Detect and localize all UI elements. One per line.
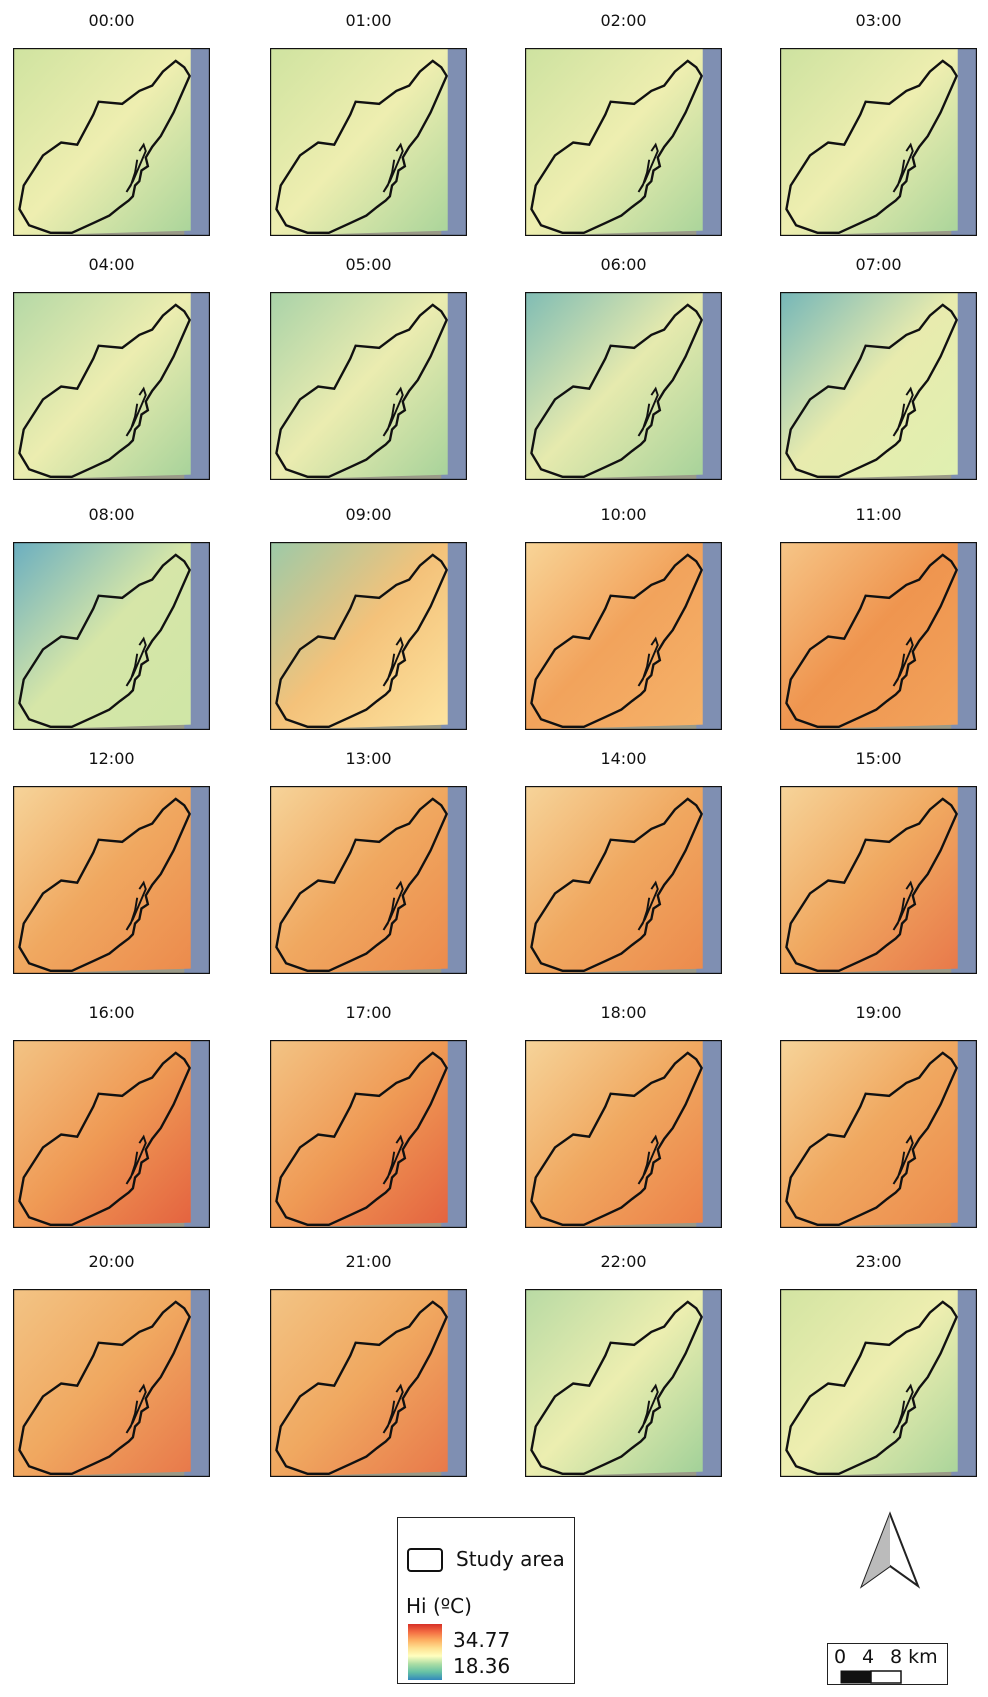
raster bbox=[525, 1289, 703, 1477]
map-panel bbox=[525, 542, 722, 730]
north-arrow bbox=[858, 1510, 922, 1590]
panel-label: 23:00 bbox=[780, 1252, 977, 1271]
panel-label: 12:00 bbox=[13, 749, 210, 768]
scale-graphic bbox=[840, 1670, 920, 1686]
scale-seg bbox=[841, 1671, 871, 1683]
panel-label: 09:00 bbox=[270, 505, 467, 524]
map-panel bbox=[13, 542, 210, 730]
raster bbox=[525, 542, 703, 730]
map-panel bbox=[780, 1289, 977, 1477]
ramp-bar bbox=[408, 1624, 442, 1680]
map-panel bbox=[780, 1040, 977, 1228]
panel-label: 07:00 bbox=[780, 255, 977, 274]
panel-label: 06:00 bbox=[525, 255, 722, 274]
map-panel bbox=[780, 48, 977, 236]
raster bbox=[270, 786, 448, 974]
panel-label: 08:00 bbox=[13, 505, 210, 524]
map-panel bbox=[780, 786, 977, 974]
panel-label: 03:00 bbox=[780, 11, 977, 30]
scale-seg bbox=[871, 1671, 901, 1683]
figure: Study area Hi (ºC) 34.77 18.36 0 4 8 km … bbox=[0, 0, 988, 1697]
raster bbox=[13, 1289, 191, 1477]
map-panel bbox=[270, 292, 467, 480]
raster bbox=[525, 1040, 703, 1228]
panel-label: 11:00 bbox=[780, 505, 977, 524]
raster bbox=[780, 1289, 958, 1477]
map-panel bbox=[270, 48, 467, 236]
panel-label: 05:00 bbox=[270, 255, 467, 274]
scale-tick: 0 bbox=[834, 1646, 846, 1668]
raster bbox=[780, 786, 958, 974]
map-panel bbox=[525, 48, 722, 236]
map-panel bbox=[13, 48, 210, 236]
legend-max: 34.77 bbox=[453, 1628, 510, 1652]
raster bbox=[270, 1289, 448, 1477]
map-panel bbox=[270, 1040, 467, 1228]
map-panel bbox=[780, 542, 977, 730]
raster bbox=[525, 292, 703, 480]
map-panel bbox=[525, 292, 722, 480]
raster bbox=[780, 292, 958, 480]
map-panel bbox=[780, 292, 977, 480]
map-panel bbox=[270, 1289, 467, 1477]
panel-label: 16:00 bbox=[13, 1003, 210, 1022]
map-panel bbox=[525, 1040, 722, 1228]
panel-label: 00:00 bbox=[13, 11, 210, 30]
panel-label: 18:00 bbox=[525, 1003, 722, 1022]
raster bbox=[13, 1040, 191, 1228]
scale-tick: 4 bbox=[862, 1646, 874, 1668]
panel-label: 04:00 bbox=[13, 255, 210, 274]
raster bbox=[525, 786, 703, 974]
scale-tick: 8 km bbox=[890, 1646, 938, 1668]
panel-label: 13:00 bbox=[270, 749, 467, 768]
outline-swatch bbox=[408, 1549, 442, 1571]
panel-label: 21:00 bbox=[270, 1252, 467, 1271]
panel-label: 02:00 bbox=[525, 11, 722, 30]
legend: Study area Hi (ºC) 34.77 18.36 bbox=[397, 1517, 575, 1684]
panel-label: 10:00 bbox=[525, 505, 722, 524]
panel-label: 20:00 bbox=[13, 1252, 210, 1271]
legend-min: 18.36 bbox=[453, 1654, 510, 1678]
legend-swatch bbox=[406, 1546, 446, 1574]
raster bbox=[270, 542, 448, 730]
panel-label: 22:00 bbox=[525, 1252, 722, 1271]
panel-label: 14:00 bbox=[525, 749, 722, 768]
map-panel bbox=[270, 786, 467, 974]
map-panel bbox=[13, 1040, 210, 1228]
legend-title: Hi (ºC) bbox=[406, 1594, 472, 1618]
raster bbox=[270, 292, 448, 480]
map-panel bbox=[13, 292, 210, 480]
raster bbox=[780, 48, 958, 236]
raster bbox=[270, 48, 448, 236]
raster bbox=[780, 542, 958, 730]
map-panel bbox=[525, 786, 722, 974]
map-panel bbox=[13, 786, 210, 974]
map-panel bbox=[13, 1289, 210, 1477]
raster bbox=[13, 48, 191, 236]
raster bbox=[780, 1040, 958, 1228]
raster bbox=[13, 542, 191, 730]
legend-ramp bbox=[408, 1624, 444, 1682]
panel-label: 17:00 bbox=[270, 1003, 467, 1022]
legend-outline-label: Study area bbox=[456, 1547, 565, 1571]
map-panel bbox=[525, 1289, 722, 1477]
raster bbox=[270, 1040, 448, 1228]
raster bbox=[13, 786, 191, 974]
panel-label: 15:00 bbox=[780, 749, 977, 768]
raster bbox=[13, 292, 191, 480]
panel-label: 19:00 bbox=[780, 1003, 977, 1022]
scale-bar: 0 4 8 km bbox=[827, 1643, 948, 1685]
map-panel bbox=[270, 542, 467, 730]
raster bbox=[525, 48, 703, 236]
panel-label: 01:00 bbox=[270, 11, 467, 30]
